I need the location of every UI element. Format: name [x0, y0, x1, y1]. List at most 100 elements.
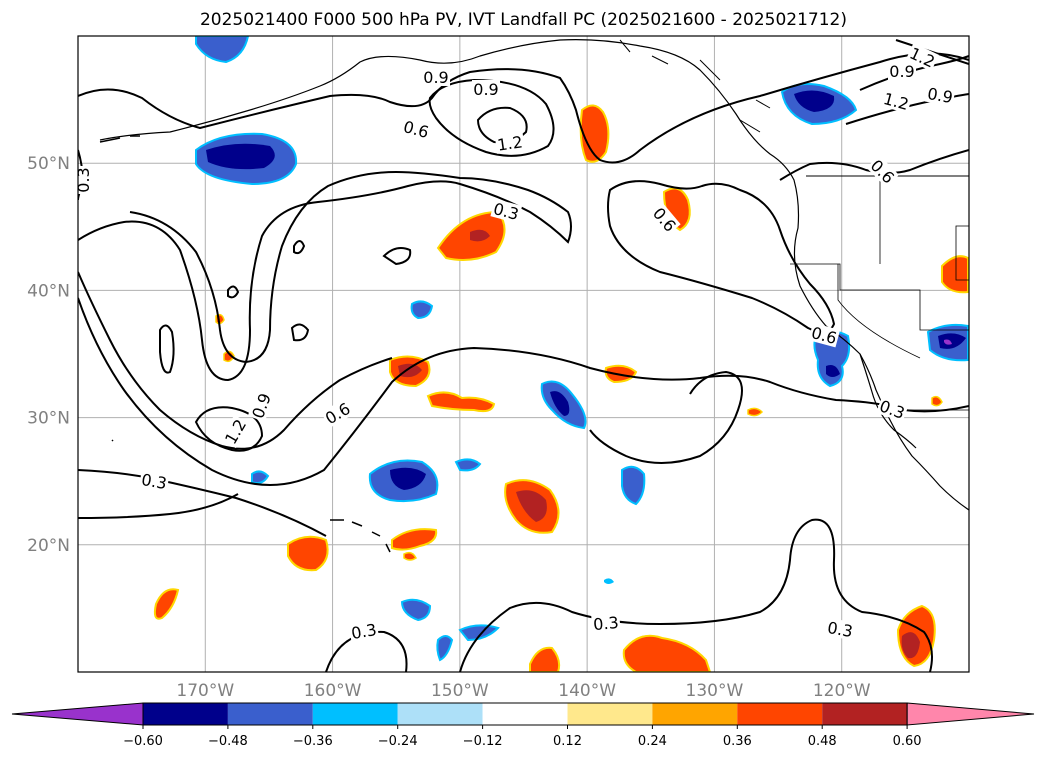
- colorbar-segment: [312, 703, 398, 725]
- pv-contour: [78, 297, 969, 486]
- contour-label: 0.3: [592, 613, 619, 634]
- colorbar-tick-label: 0.36: [723, 734, 752, 749]
- pv-contour: [227, 285, 240, 299]
- pv-contour: [159, 324, 175, 374]
- negative-anomaly: [390, 467, 426, 490]
- longitude-labels: 170°W 160°W 150°W 140°W 130°W 120°W: [176, 681, 870, 701]
- shaded-anomalies: [153, 36, 969, 672]
- positive-anomaly: [426, 391, 496, 413]
- pv-contour: [382, 247, 412, 266]
- colorbar-tick-label: 0.24: [638, 734, 667, 749]
- negative-anomaly: [813, 330, 851, 388]
- negative-anomaly: [436, 635, 454, 662]
- negative-anomaly: [550, 391, 570, 416]
- pv-contour: [78, 52, 969, 164]
- pv-contour: [859, 55, 969, 91]
- positive-anomaly: [516, 490, 547, 522]
- pv-contour: [290, 323, 310, 342]
- colorbar-segment: [567, 703, 653, 725]
- coastline: [619, 39, 771, 133]
- negative-anomaly: [400, 598, 432, 622]
- colorbar-tick-label: −0.24: [378, 734, 418, 749]
- positive-anomaly: [579, 104, 610, 163]
- map-title: 2025021400 F000 500 hPa PV, IVT Landfall…: [199, 10, 847, 30]
- colorbar-tick-label: 0.48: [808, 734, 837, 749]
- pv-contour: [194, 406, 264, 452]
- pv-contour: [78, 493, 239, 519]
- colorbar-segment: [397, 703, 483, 725]
- contour-label: 0.9: [423, 68, 448, 87]
- lon-label: 120°W: [813, 681, 871, 701]
- positive-anomaly: [470, 229, 490, 242]
- pv-contour: [293, 240, 306, 255]
- colorbar-tick-label: −0.36: [293, 734, 333, 749]
- colorbar-segment: [482, 703, 568, 725]
- positive-anomaly: [391, 528, 438, 551]
- lon-label: 150°W: [431, 681, 489, 701]
- colorbar-segment: [737, 703, 823, 725]
- negative-anomaly: [944, 339, 952, 345]
- positive-anomaly: [747, 407, 764, 417]
- contour-label: 0.3: [140, 470, 168, 493]
- negative-anomaly: [826, 365, 840, 377]
- border: [790, 263, 969, 331]
- colorbar-segment: [227, 703, 313, 725]
- latitude-labels: 50°N 40°N 30°N 20°N: [27, 154, 70, 556]
- colorbar-extend-min: [11, 702, 144, 726]
- positive-anomaly: [941, 255, 969, 294]
- pv-contour: [779, 149, 969, 181]
- negative-anomaly: [454, 458, 482, 472]
- lon-label: 160°W: [304, 681, 362, 701]
- lat-label: 50°N: [27, 154, 70, 174]
- contour-label: 0.9: [889, 62, 914, 81]
- contour-label: 0.3: [74, 167, 93, 192]
- colorbar-extend-max: [906, 702, 1035, 726]
- island: [99, 135, 140, 143]
- colorbar-segment: [143, 703, 228, 725]
- colorbar-segment: [822, 703, 908, 725]
- negative-anomaly: [410, 300, 434, 320]
- pv-contour: [607, 180, 836, 334]
- colorbar-tick-label: 0.60: [893, 734, 922, 749]
- lon-label: 140°W: [558, 681, 616, 701]
- contour-label: 0.3: [350, 620, 378, 643]
- pv-contour: [78, 469, 327, 537]
- negative-anomaly: [621, 465, 646, 506]
- lon-label: 130°W: [686, 681, 744, 701]
- positive-anomaly: [287, 535, 329, 572]
- island: [111, 439, 114, 442]
- contour-label: 0.3: [826, 618, 854, 641]
- contour-label: 1.2: [496, 132, 524, 154]
- negative-anomaly: [458, 624, 500, 642]
- colorbar: −0.60 −0.48 −0.36 −0.24 −0.12 0.12 0.24 0.36 0.4…: [11, 702, 1035, 749]
- lat-label: 40°N: [27, 281, 70, 301]
- positive-anomaly: [153, 588, 180, 620]
- positive-anomaly: [901, 632, 920, 659]
- island: [330, 519, 391, 553]
- lat-label: 20°N: [27, 536, 70, 556]
- positive-anomaly: [398, 363, 422, 378]
- negative-anomaly: [195, 36, 250, 64]
- pv-contour: [78, 170, 572, 382]
- lat-label: 30°N: [27, 409, 70, 429]
- negative-anomaly: [794, 90, 835, 112]
- positive-anomaly: [403, 551, 417, 561]
- negative-anomaly: [604, 578, 614, 584]
- colorbar-tick-label: −0.48: [208, 734, 248, 749]
- pv-contour: [325, 630, 408, 672]
- contour-labels: 0.90.90.91.20.61.20.30.60.60.60.91.20.60…: [74, 43, 956, 643]
- pv-contour: [459, 518, 933, 672]
- lon-label: 170°W: [176, 681, 234, 701]
- negative-anomaly: [938, 333, 966, 349]
- colorbar-tick-label: −0.60: [123, 734, 163, 749]
- negative-anomaly: [251, 470, 270, 485]
- colorbar-tick-label: 0.12: [553, 734, 582, 749]
- contour-label: 0.9: [926, 84, 954, 107]
- colorbar-segment: [652, 703, 738, 725]
- pv-contour: [589, 370, 743, 464]
- positive-anomaly: [529, 646, 561, 672]
- positive-anomaly: [931, 395, 943, 407]
- pv-contour: [476, 106, 528, 144]
- border: [955, 225, 969, 281]
